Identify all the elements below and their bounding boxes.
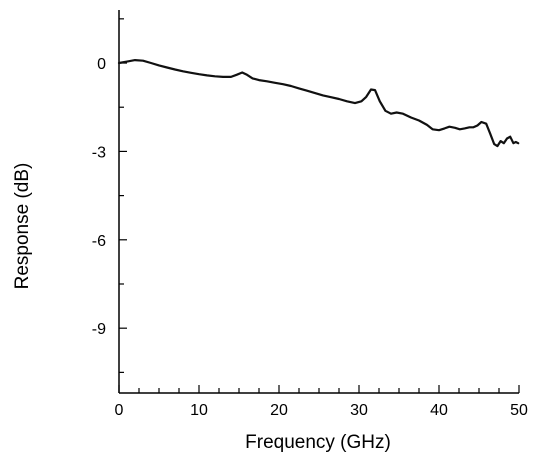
x-tick-label: 50 <box>510 402 528 419</box>
x-axis-title: Frequency (GHz) <box>245 432 391 453</box>
response-series-line <box>117 58 520 148</box>
y-tick-label: -9 <box>92 321 106 338</box>
x-tick-label: 20 <box>270 402 288 419</box>
x-tick-label: 30 <box>350 402 368 419</box>
x-tick-label: 40 <box>430 402 448 419</box>
y-tick-label: 0 <box>97 56 106 73</box>
y-tick-label: -6 <box>92 233 106 250</box>
x-tick-label: 10 <box>190 402 208 419</box>
x-tick-label: 0 <box>115 402 124 419</box>
y-tick-label: -3 <box>92 144 106 161</box>
y-axis-title: Response (dB) <box>12 163 33 290</box>
